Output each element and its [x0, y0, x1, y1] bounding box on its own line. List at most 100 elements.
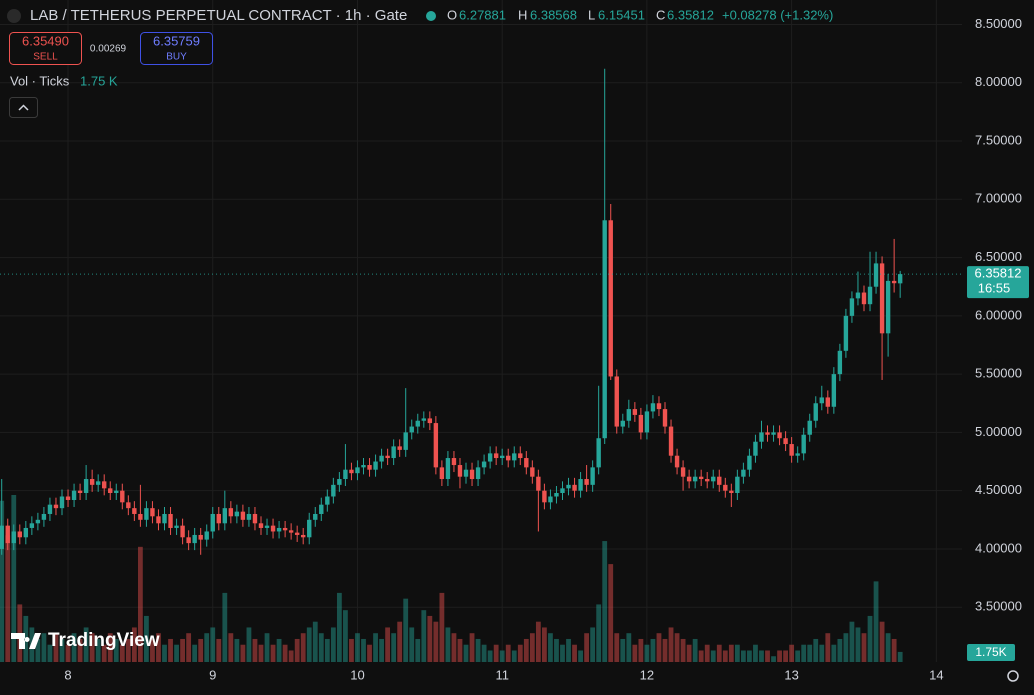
volume-bar — [517, 644, 523, 662]
sell-button[interactable] — [9, 32, 82, 65]
candle-body — [487, 453, 493, 462]
volume-bar — [65, 644, 71, 662]
volume-bar — [445, 627, 451, 662]
volume-bar — [584, 633, 590, 662]
candle-body — [313, 513, 318, 520]
volume-bar — [626, 633, 632, 662]
sell-price[interactable]: 6.35490 — [22, 33, 69, 48]
candle-body — [47, 504, 53, 514]
volume-bar — [318, 633, 324, 662]
candle-body — [753, 441, 758, 456]
sell-label[interactable]: SELL — [33, 52, 58, 63]
volume-bar — [813, 638, 819, 662]
volume-bar — [469, 633, 475, 662]
y-tick-label: 4.00000 — [975, 540, 1022, 555]
volume-bar — [53, 633, 59, 662]
volume-bar — [349, 638, 354, 662]
buy-button[interactable] — [140, 32, 213, 65]
spread: 0.00269 — [90, 44, 127, 55]
candle-body — [463, 469, 469, 477]
candle-body — [807, 420, 812, 435]
candle-body — [114, 490, 119, 494]
candle-body — [367, 465, 372, 470]
volume-bar — [837, 638, 843, 662]
volume-bar — [560, 644, 565, 662]
volume-bar — [385, 627, 391, 662]
volume-bar — [264, 633, 270, 662]
ohlc-label: O — [447, 7, 457, 22]
volume-bar — [89, 633, 95, 662]
volume-bar — [783, 650, 788, 662]
volume-bar — [35, 638, 41, 662]
candle-body — [626, 409, 632, 421]
volume-bar — [180, 638, 185, 662]
logo-icon — [11, 633, 41, 649]
volume-bar — [602, 541, 608, 662]
volume-bar — [765, 650, 770, 662]
candle-body — [331, 484, 336, 497]
volume-bar — [41, 633, 47, 662]
volume-bar — [186, 633, 192, 662]
candle-body — [831, 374, 837, 407]
volume-bar — [168, 638, 173, 662]
candle-body — [620, 420, 625, 427]
volume-bar — [240, 644, 246, 662]
price-label-box — [967, 266, 1029, 299]
volume-bar — [282, 644, 288, 662]
y-tick-label: 8.50000 — [975, 16, 1022, 31]
candle-body — [837, 350, 843, 375]
candle-body — [771, 432, 776, 435]
volume-bar — [662, 638, 668, 662]
buy-price[interactable]: 6.35759 — [153, 33, 200, 48]
settings-icon[interactable] — [1007, 670, 1019, 682]
y-tick-label: 4.50000 — [975, 482, 1022, 497]
candle-body — [668, 426, 674, 456]
candle-body — [698, 476, 704, 480]
candle-body — [427, 418, 433, 424]
candle-body — [723, 484, 728, 491]
volume-bar — [252, 638, 258, 662]
y-tick-label: 7.50000 — [975, 132, 1022, 147]
volume-bar — [433, 621, 439, 662]
candle-body — [819, 397, 824, 404]
volume-bar — [415, 638, 421, 662]
volume-bar — [825, 633, 831, 662]
volume-bar — [481, 644, 487, 662]
candle-body — [475, 467, 481, 480]
candle-body — [294, 532, 300, 535]
volume-bar — [644, 644, 650, 662]
candle-body — [35, 519, 41, 524]
candle-body — [747, 455, 752, 470]
volume-bar — [747, 650, 752, 662]
volume-bar — [174, 644, 179, 662]
buy-label[interactable]: BUY — [166, 52, 187, 63]
volume-bar — [361, 638, 366, 662]
candle-body — [578, 479, 583, 491]
candle-body — [144, 508, 149, 520]
volume-bar — [391, 633, 397, 662]
x-tick-label: 10 — [350, 667, 364, 682]
volume-bar — [397, 621, 403, 662]
candle-body — [41, 513, 47, 520]
candle-body — [499, 455, 505, 459]
candle-body — [71, 490, 77, 500]
candle-body — [192, 534, 197, 544]
volume-bar — [409, 627, 415, 662]
candle-body — [572, 484, 577, 491]
ohlc-label: H — [518, 7, 527, 22]
collapse-button[interactable] — [9, 97, 38, 118]
candle-body — [783, 438, 788, 445]
volume-bar — [789, 644, 795, 662]
candle-body — [566, 484, 571, 489]
volume-bar — [578, 650, 583, 662]
volume-bar — [83, 627, 89, 662]
volume-layer — [0, 495, 903, 662]
candle-body — [120, 490, 125, 503]
candle-body — [288, 530, 294, 533]
candle-body — [457, 465, 463, 477]
candle-body — [349, 469, 354, 474]
volume-bar — [861, 633, 867, 662]
candle-body — [638, 414, 644, 433]
candle-body — [373, 461, 378, 470]
volume-bar — [608, 564, 614, 662]
